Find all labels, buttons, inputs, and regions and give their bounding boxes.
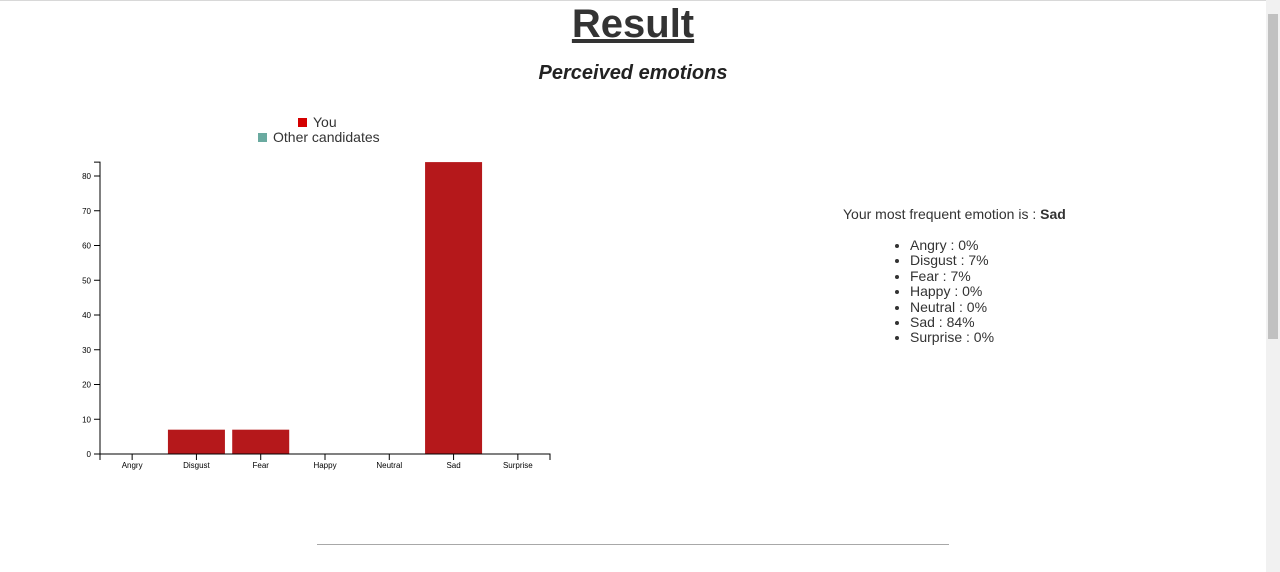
emotion-summary: Your most frequent emotion is : Sad Angr… xyxy=(843,206,1066,346)
scrollbar-thumb[interactable] xyxy=(1268,14,1278,339)
x-tick-label: Angry xyxy=(122,461,143,470)
y-tick-label: 60 xyxy=(82,242,91,251)
top-border xyxy=(0,0,1266,1)
x-tick-label: Neutral xyxy=(376,461,402,470)
list-item: Happy : 0% xyxy=(910,283,1066,299)
y-tick-label: 50 xyxy=(82,276,91,285)
x-tick-label: Disgust xyxy=(183,461,210,470)
x-axis: Angry Disgust Fear Happy Neutral Sad Surprise xyxy=(99,453,551,470)
bar-fear xyxy=(232,429,290,454)
x-tick-label: Sad xyxy=(446,461,460,470)
y-axis-line xyxy=(94,161,101,455)
page-subtitle: Perceived emotions xyxy=(538,62,728,84)
divider xyxy=(317,544,949,545)
summary-prefix: Your most frequent emotion is : xyxy=(843,206,1041,222)
legend-swatch xyxy=(258,133,267,142)
bar-disgust xyxy=(167,429,225,454)
y-tick-label: 0 xyxy=(87,450,92,459)
x-tick-label: Surprise xyxy=(503,461,533,470)
list-item: Angry : 0% xyxy=(910,237,1066,253)
list-item: Neutral : 0% xyxy=(910,299,1066,315)
legend-swatch xyxy=(298,118,307,127)
y-axis: 0 10 20 30 40 50 60 70 80 xyxy=(82,161,101,459)
y-tick-label: 80 xyxy=(82,172,91,181)
bar-sad xyxy=(425,162,483,454)
page-title: Result xyxy=(571,2,695,46)
y-tick-label: 20 xyxy=(82,381,91,390)
x-tick-label: Happy xyxy=(313,461,336,470)
list-item: Disgust : 7% xyxy=(910,252,1066,268)
y-tick-label: 10 xyxy=(82,415,91,424)
y-tick-label: 70 xyxy=(82,207,91,216)
legend-label: You xyxy=(313,114,337,130)
list-item: Surprise : 0% xyxy=(910,330,1066,346)
legend-label: Other candidates xyxy=(273,129,380,145)
x-tick-label: Fear xyxy=(252,461,269,470)
chart-bars xyxy=(167,162,483,454)
emotion-list: Angry : 0% Disgust : 7% Fear : 7% Happy … xyxy=(843,237,1066,346)
top-emotion: Sad xyxy=(1040,206,1066,222)
list-item: Sad : 84% xyxy=(910,314,1066,330)
y-tick-label: 30 xyxy=(82,346,91,355)
list-item: Fear : 7% xyxy=(910,268,1066,284)
most-frequent-emotion: Your most frequent emotion is : Sad xyxy=(843,206,1066,223)
y-tick-label: 40 xyxy=(82,311,91,320)
